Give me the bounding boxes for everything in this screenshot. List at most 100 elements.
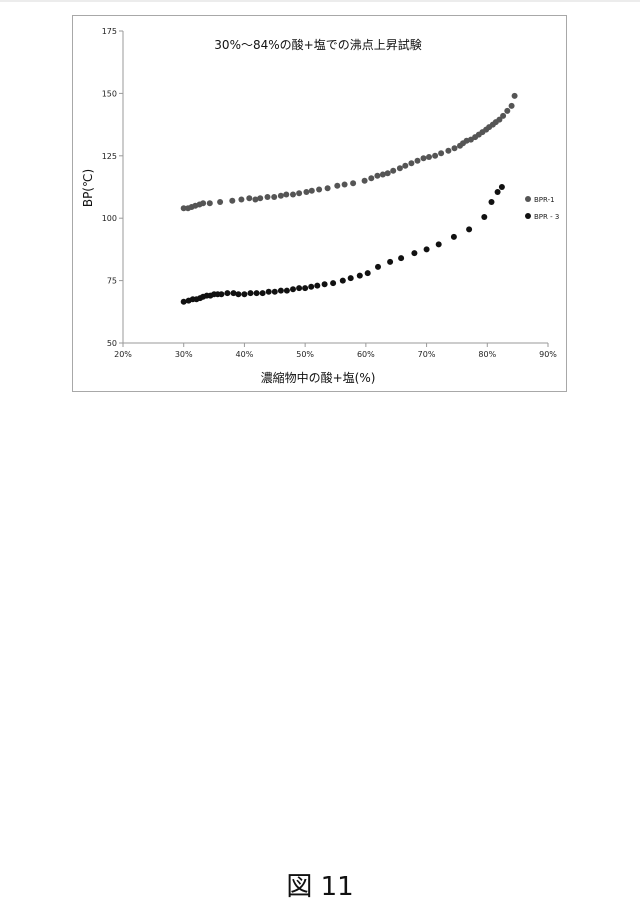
- data-point-series-2: [248, 290, 254, 296]
- data-point-series-1: [408, 160, 414, 166]
- data-point-series-2: [290, 286, 296, 292]
- x-tick-label: 50%: [296, 350, 314, 359]
- data-point-series-1: [509, 103, 515, 109]
- data-point-series-2: [466, 226, 472, 232]
- data-point-series-1: [207, 200, 213, 206]
- x-tick-label: 90%: [539, 350, 557, 359]
- y-tick-label: 75: [107, 277, 117, 286]
- legend-label: BPR - 3: [534, 213, 559, 221]
- chart-title: 30%〜84%の酸+塩での沸点上昇試験: [214, 37, 421, 52]
- y-axis-label: BP(℃): [81, 169, 95, 207]
- data-point-series-1: [325, 185, 331, 191]
- data-point-series-2: [387, 259, 393, 265]
- data-point-series-2: [451, 234, 457, 240]
- data-point-series-1: [415, 158, 421, 164]
- legend-marker: [525, 213, 531, 219]
- chart-legend: BPR-1 BPR - 3: [525, 196, 559, 221]
- x-tick-label: 80%: [478, 350, 496, 359]
- legend-label: BPR-1: [534, 196, 555, 204]
- y-axis-ticks: 50 75 100 125 150 175: [102, 27, 123, 348]
- data-point-series-2: [235, 291, 241, 297]
- y-tick-label: 150: [102, 89, 117, 98]
- data-point-series-1: [426, 154, 432, 160]
- data-point-series-1: [271, 194, 277, 200]
- top-border-line: [0, 0, 640, 2]
- x-tick-label: 60%: [357, 350, 375, 359]
- data-point-series-1: [500, 113, 506, 119]
- x-tick-label: 40%: [236, 350, 254, 359]
- data-point-series-1: [374, 173, 380, 179]
- data-point-series-2: [357, 273, 363, 279]
- chart-frame: 50 75 100 125 150 175 20% 30% 40% 50% 60% 70% 80% 90…: [72, 15, 567, 392]
- data-point-series-2: [308, 284, 314, 290]
- data-point-series-2: [436, 241, 442, 247]
- x-tick-label: 30%: [175, 350, 193, 359]
- legend-marker: [525, 196, 531, 202]
- x-tick-label: 70%: [418, 350, 436, 359]
- data-point-series-2: [322, 281, 328, 287]
- data-point-series-2: [340, 278, 346, 284]
- data-point-series-1: [512, 93, 518, 99]
- data-point-series-2: [411, 250, 417, 256]
- data-point-series-2: [365, 270, 371, 276]
- data-point-series-2: [296, 285, 302, 291]
- data-point-series-2: [330, 280, 336, 286]
- data-point-series-2: [260, 290, 266, 296]
- data-point-series-1: [200, 200, 206, 206]
- data-point-series-2: [495, 189, 501, 195]
- data-point-series-1: [309, 188, 315, 194]
- data-point-series-1: [362, 178, 368, 184]
- data-point-series-1: [290, 192, 296, 198]
- data-point-series-2: [272, 289, 278, 295]
- data-point-series-1: [278, 193, 284, 199]
- data-point-series-1: [397, 165, 403, 171]
- data-point-series-1: [283, 192, 289, 198]
- figure-label: 図 11: [0, 866, 640, 903]
- data-point-series-2: [284, 288, 290, 294]
- data-point-series-2: [375, 264, 381, 270]
- data-point-series-2: [314, 283, 320, 289]
- data-point-series-1: [390, 168, 396, 174]
- data-point-series-2: [224, 290, 230, 296]
- data-point-series-2: [489, 199, 495, 205]
- data-point-series-1: [229, 198, 235, 204]
- scatter-chart: 50 75 100 125 150 175 20% 30% 40% 50% 60% 70% 80% 90…: [73, 16, 568, 393]
- x-tick-label: 20%: [114, 350, 132, 359]
- data-point-series-1: [445, 148, 451, 154]
- data-point-series-1: [238, 197, 244, 203]
- data-point-series-2: [254, 290, 260, 296]
- y-tick-label: 100: [102, 214, 117, 223]
- data-point-series-1: [402, 163, 408, 169]
- data-point-series-1: [350, 180, 356, 186]
- data-point-series-1: [438, 150, 444, 156]
- data-point-series-1: [342, 182, 348, 188]
- data-point-series-2: [481, 214, 487, 220]
- data-point-series-2: [241, 291, 247, 297]
- data-point-series-1: [368, 175, 374, 181]
- y-tick-label: 175: [102, 27, 117, 36]
- x-axis-ticks: 20% 30% 40% 50% 60% 70% 80% 90%: [114, 343, 557, 359]
- data-point-series-2: [499, 184, 505, 190]
- data-point-series-2: [398, 255, 404, 261]
- data-point-series-1: [334, 183, 340, 189]
- y-tick-label: 50: [107, 339, 117, 348]
- data-point-series-2: [424, 246, 430, 252]
- data-point-series-1: [504, 108, 510, 114]
- data-points: [181, 93, 518, 305]
- data-point-series-1: [303, 189, 309, 195]
- data-point-series-1: [385, 170, 391, 176]
- data-point-series-1: [296, 190, 302, 196]
- data-point-series-1: [246, 195, 252, 201]
- data-point-series-2: [266, 289, 272, 295]
- data-point-series-1: [421, 155, 427, 161]
- data-point-series-1: [452, 145, 458, 151]
- data-point-series-1: [265, 194, 271, 200]
- data-point-series-1: [257, 195, 263, 201]
- data-point-series-1: [217, 199, 223, 205]
- data-point-series-2: [278, 288, 284, 294]
- data-point-series-1: [316, 187, 322, 193]
- x-axis-label: 濃縮物中の酸+塩(%): [261, 370, 376, 385]
- y-tick-label: 125: [102, 152, 117, 161]
- data-point-series-2: [302, 285, 308, 291]
- data-point-series-2: [348, 275, 354, 281]
